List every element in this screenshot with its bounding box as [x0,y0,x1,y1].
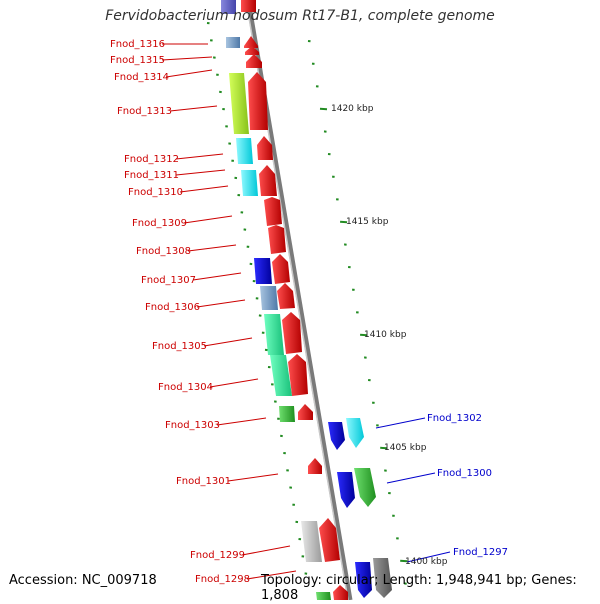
gene-label: Fnod_1309 [132,218,187,229]
gene-arrow [272,254,290,284]
leader-line [176,154,223,159]
gene-arrow [308,458,322,474]
gene-arrow [298,404,313,420]
gene-label: Fnod_1308 [136,246,191,257]
gene-label: Fnod_1305 [152,341,207,352]
leader-line [387,473,435,483]
gene-block [270,355,292,396]
gene-label: Fnod_1301 [176,476,231,487]
gene-label: Fnod_1310 [128,187,183,198]
leader-line [210,379,258,387]
leader-line [228,474,278,481]
gene-block [236,138,253,164]
gene-arrow [248,72,268,130]
leader-line [188,245,236,251]
leader-line [242,546,290,555]
gene-block [229,73,249,134]
gene-block [241,170,258,196]
gene-arrow [282,312,302,354]
gene-label: Fnod_1315 [110,55,165,66]
gene-arrow-reverse [337,472,355,508]
gene-block [254,258,272,284]
gene-label: Fnod_1307 [141,275,196,286]
scale-label: 1415 kbp [346,217,389,227]
leader-line [180,186,228,192]
gene-block [260,286,278,310]
scale-tick [320,109,327,110]
leader-line [170,106,217,111]
gene-arrow [277,283,295,309]
gene-label: Fnod_1302 [427,413,482,424]
leader-line [193,273,241,280]
gene-label: Fnod_1303 [165,420,220,431]
gene-block [226,37,240,48]
gene-label: Fnod_1314 [114,72,169,83]
gene-arrow-reverse [346,418,364,448]
leader-line [376,418,425,428]
gene-label: Fnod_1300 [437,468,492,479]
leader-line [166,70,212,77]
gene-arrow-reverse [354,468,376,507]
leader-line [162,57,212,60]
scale-label: 1410 kbp [364,330,407,340]
leader-line [176,170,225,175]
gene-label: Fnod_1316 [110,39,165,50]
leader-line [197,300,245,307]
label-leaders [162,44,450,579]
leader-line [204,338,252,346]
gene-label: Fnod_1306 [145,302,200,313]
gene-label: Fnod_1311 [124,170,179,181]
topology-text: Topology: circular; Length: 1,948,941 bp… [261,573,600,603]
gene-label: Fnod_1313 [117,106,172,117]
colored-genes [221,0,392,600]
gene-label: Fnod_1298 [195,574,250,585]
scale-ticks [308,41,407,584]
gene-block [279,406,295,422]
gene-arrow-reverse [328,422,345,450]
gene-label: Fnod_1312 [124,154,179,165]
right-gene-labels: Fnod_1302 Fnod_1300 Fnod_1297 [427,413,508,558]
left-gene-labels: Fnod_1316 Fnod_1315 Fnod_1314 Fnod_1313 … [110,39,250,585]
gene-block [264,314,284,355]
scale-label: 1400 kbp [405,557,448,567]
leader-line [217,418,266,425]
leader-line [184,216,232,223]
scale-label: 1405 kbp [384,443,427,453]
gene-arrow [264,197,282,226]
gene-label: Fnod_1297 [453,547,508,558]
gene-arrow [268,225,286,254]
accession-text: Accession: NC_009718 [9,573,157,588]
genome-title: Fervidobacterium nodosum Rt17-B1, comple… [0,8,600,24]
gene-label: Fnod_1304 [158,382,213,393]
scale-label: 1420 kbp [331,104,374,114]
gene-label: Fnod_1299 [190,550,245,561]
